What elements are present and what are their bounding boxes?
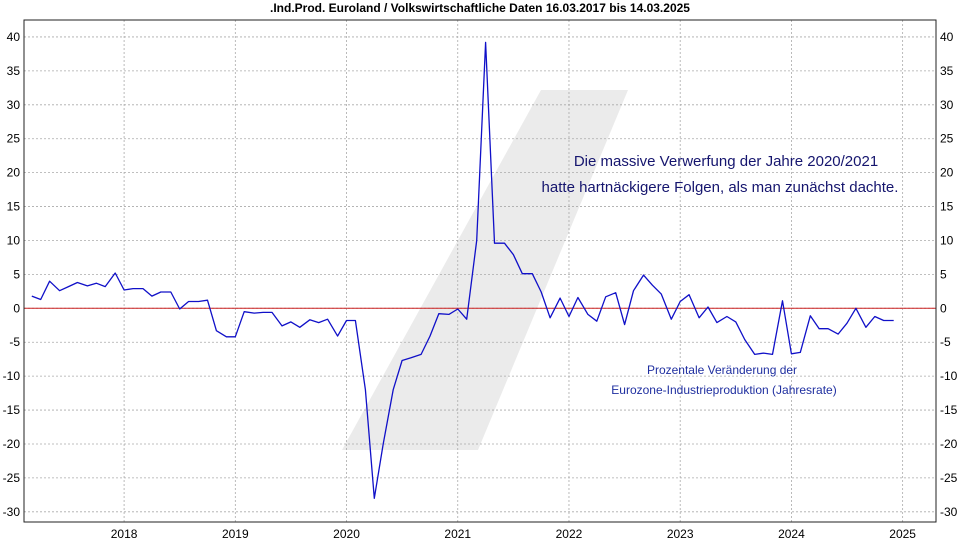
chart-title: .Ind.Prod. Euroland / Volkswirtschaftlic… — [270, 1, 690, 15]
y-tick-label-right: -30 — [940, 505, 958, 519]
y-tick-label-right: 15 — [940, 200, 954, 214]
y-tick-label-left: -30 — [3, 505, 21, 519]
y-tick-label-left: 0 — [13, 301, 20, 315]
y-tick-label-right: -10 — [940, 369, 958, 383]
x-tick-label: 2020 — [333, 527, 360, 540]
annotation-line-2: hatte hartnäckigere Folgen, als man zunä… — [542, 179, 899, 196]
y-tick-label-left: 5 — [13, 267, 20, 281]
y-tick-label-left: 10 — [7, 233, 21, 247]
x-tick-label: 2021 — [444, 527, 471, 540]
y-tick-label-left: 20 — [7, 166, 21, 180]
plot-frame — [23, 19, 937, 523]
y-tick-label-left: 35 — [7, 64, 21, 78]
x-tick-label: 2019 — [222, 527, 249, 540]
watermark-shape — [342, 90, 628, 450]
y-tick-label-left: -20 — [3, 437, 21, 451]
annotation-line-3: Prozentale Veränderung der — [647, 363, 797, 377]
y-tick-label-left: 15 — [7, 200, 21, 214]
x-tick-label: 2023 — [667, 527, 694, 540]
y-tick-label-right: -5 — [940, 335, 951, 349]
y-tick-label-left: 30 — [7, 98, 21, 112]
y-tick-label-left: -10 — [3, 369, 21, 383]
y-tick-label-right: 25 — [940, 132, 954, 146]
y-tick-label-left: -25 — [3, 471, 21, 485]
y-tick-label-right: 5 — [940, 267, 947, 281]
y-tick-label-left: 40 — [7, 30, 21, 44]
y-tick-label-right: 0 — [940, 301, 947, 315]
y-tick-label-left: 25 — [7, 132, 21, 146]
annotation-layer: Die massive Verwerfung der Jahre 2020/20… — [542, 153, 899, 397]
x-tick-label: 2018 — [111, 527, 138, 540]
x-tick-label: 2025 — [889, 527, 916, 540]
y-tick-label-right: 20 — [940, 166, 954, 180]
annotation-line-1: Die massive Verwerfung der Jahre 2020/20… — [574, 153, 878, 170]
y-tick-label-right: 40 — [940, 30, 954, 44]
x-tick-label: 2024 — [778, 527, 805, 540]
y-tick-label-right: 10 — [940, 233, 954, 247]
y-tick-label-right: -25 — [940, 471, 958, 485]
series-layer — [31, 41, 894, 499]
x-tick-label: 2022 — [556, 527, 583, 540]
watermark-logo — [342, 90, 628, 450]
y-tick-label-right: 30 — [940, 98, 954, 112]
y-tick-label-right: -20 — [940, 437, 958, 451]
y-tick-label-left: -15 — [3, 403, 21, 417]
y-tick-label-left: -5 — [9, 335, 20, 349]
annotation-line-4: Eurozone-Industrieproduktion (Jahresrate… — [611, 383, 836, 397]
y-tick-label-right: -15 — [940, 403, 958, 417]
series-line — [31, 41, 894, 499]
y-tick-label-right: 35 — [940, 64, 954, 78]
